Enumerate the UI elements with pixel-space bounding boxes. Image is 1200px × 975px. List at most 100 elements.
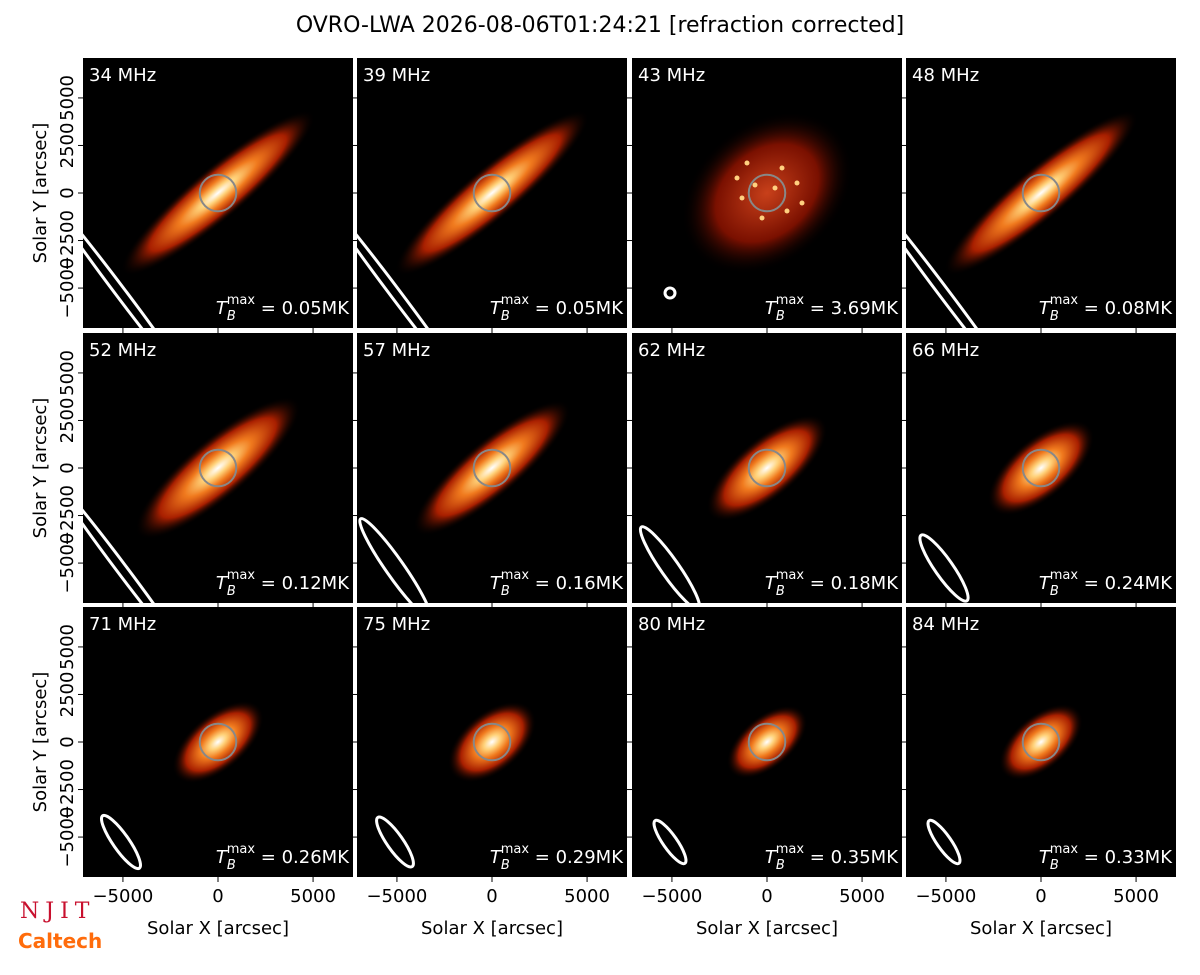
- panel: [632, 607, 902, 877]
- tb-max-label: TBmax = 0.08MK: [1039, 293, 1173, 324]
- tb-sub: B: [501, 584, 510, 599]
- panel: [357, 607, 627, 877]
- tb-sup: max: [227, 842, 256, 857]
- solar-disk: [747, 448, 787, 488]
- solar-disk: [472, 448, 512, 488]
- panel: [906, 333, 1176, 603]
- emission: [943, 110, 1139, 276]
- tb-symbol: T: [490, 847, 503, 868]
- y-tick-label: 2500: [57, 672, 78, 718]
- panel: [357, 58, 627, 328]
- solar-disk: [1021, 448, 1061, 488]
- source: [752, 182, 758, 188]
- frequency-label: 66 MHz: [912, 340, 979, 361]
- y-axis-label: Solar Y [arcsec]: [30, 123, 51, 264]
- frequency-label: 71 MHz: [89, 614, 156, 635]
- solar-disk: [198, 173, 238, 213]
- x-tick-label: −5000: [641, 886, 702, 907]
- solar-disk: [1021, 173, 1061, 213]
- tb-sub: B: [776, 858, 785, 873]
- tb-symbol: T: [765, 847, 778, 868]
- tb-value: = 0.12MK: [255, 573, 350, 594]
- tb-max-label: TBmax = 3.69MK: [765, 293, 899, 324]
- beam: [83, 478, 189, 603]
- tb-value: = 0.05MK: [255, 298, 350, 319]
- tb-sub: B: [1050, 309, 1059, 324]
- logo: NJIT: [20, 899, 95, 924]
- tb-sup: max: [776, 568, 805, 583]
- y-tick-label: −2500: [57, 759, 78, 820]
- frequency-label: 75 MHz: [363, 614, 430, 635]
- tb-max-label: TBmax = 0.05MK: [490, 293, 624, 324]
- tb-value: = 0.16MK: [529, 573, 624, 594]
- x-tick-label: −5000: [92, 886, 153, 907]
- emission: [394, 110, 590, 276]
- tb-value: = 0.26MK: [255, 847, 350, 868]
- title: OVRO-LWA 2026-08-06T01:24:21 [refraction…: [296, 13, 904, 38]
- y-tick-label: −5000: [57, 258, 78, 319]
- tb-sub: B: [227, 309, 236, 324]
- tb-sup: max: [501, 568, 530, 583]
- source: [794, 180, 800, 186]
- tb-sup: max: [227, 568, 256, 583]
- x-axis-label: Solar X [arcsec]: [421, 918, 563, 939]
- tb-value: = 3.69MK: [804, 298, 899, 319]
- logo: Caltech: [18, 929, 102, 953]
- emission: [135, 396, 301, 540]
- y-tick-label: 2500: [57, 398, 78, 444]
- source: [744, 160, 750, 166]
- tb-value: = 0.29MK: [529, 847, 624, 868]
- beam: [918, 533, 970, 603]
- emission: [998, 703, 1084, 781]
- tb-symbol: T: [216, 847, 229, 868]
- y-axis-label: Solar Y [arcsec]: [30, 672, 51, 813]
- tb-sup: max: [1050, 842, 1079, 857]
- tb-sup: max: [501, 293, 530, 308]
- panel: [906, 58, 1176, 328]
- solar-disk: [472, 722, 512, 762]
- solar-disk: [472, 173, 512, 213]
- tb-sup: max: [227, 293, 256, 308]
- frequency-label: 34 MHz: [89, 65, 156, 86]
- y-tick-label: 5000: [57, 624, 78, 670]
- x-tick-label: 0: [1035, 886, 1046, 907]
- tb-max-label: TBmax = 0.12MK: [216, 568, 350, 599]
- frequency-label: 52 MHz: [89, 340, 156, 361]
- source: [779, 165, 785, 171]
- x-tick-label: 5000: [1113, 886, 1159, 907]
- tb-max-label: TBmax = 0.29MK: [490, 842, 624, 873]
- frequency-label: 84 MHz: [912, 614, 979, 635]
- source: [759, 215, 765, 221]
- tb-max-label: TBmax = 0.05MK: [216, 293, 350, 324]
- x-tick-label: −5000: [915, 886, 976, 907]
- tb-sub: B: [776, 309, 785, 324]
- emission: [987, 420, 1095, 516]
- source: [784, 208, 790, 214]
- frequency-label: 43 MHz: [638, 65, 705, 86]
- x-tick-label: −5000: [366, 886, 427, 907]
- tb-sub: B: [227, 858, 236, 873]
- tb-value: = 0.24MK: [1078, 573, 1173, 594]
- beam: [358, 517, 432, 603]
- frequency-label: 39 MHz: [363, 65, 430, 86]
- tb-symbol: T: [765, 298, 778, 319]
- tb-symbol: T: [1039, 298, 1052, 319]
- beam: [357, 195, 469, 328]
- beam: [906, 195, 1018, 328]
- tb-max-label: TBmax = 0.33MK: [1039, 842, 1173, 873]
- tb-symbol: T: [765, 573, 778, 594]
- panel: [83, 607, 353, 877]
- tb-sup: max: [1050, 293, 1079, 308]
- beam: [375, 815, 415, 869]
- tb-value: = 0.05MK: [529, 298, 624, 319]
- solar-disk: [747, 173, 787, 213]
- tb-max-label: TBmax = 0.26MK: [216, 842, 350, 873]
- y-tick-label: 5000: [57, 350, 78, 396]
- tb-sub: B: [1050, 858, 1059, 873]
- tb-symbol: T: [490, 298, 503, 319]
- panel: [632, 58, 902, 328]
- x-axis-label: Solar X [arcsec]: [696, 918, 838, 939]
- tb-symbol: T: [216, 573, 229, 594]
- emission: [706, 414, 828, 522]
- tb-symbol: T: [490, 573, 503, 594]
